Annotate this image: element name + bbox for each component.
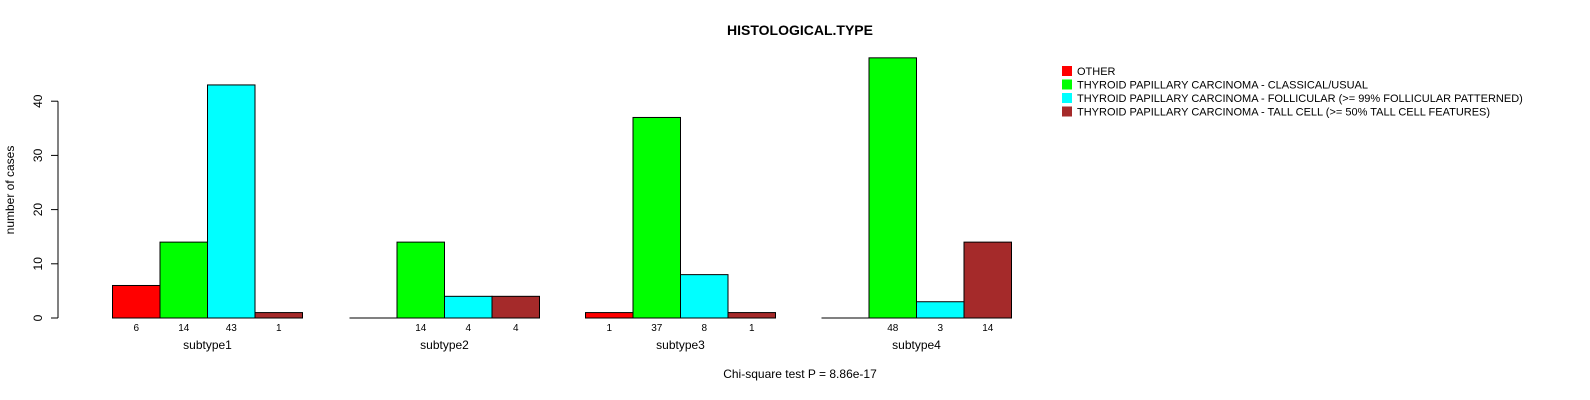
bar-count-label: 1 <box>606 323 612 334</box>
bar <box>254 312 303 319</box>
bar <box>632 116 681 319</box>
bar-count-label: 14 <box>415 323 427 334</box>
y-tick-label: 40 <box>31 94 45 108</box>
bar <box>207 84 256 319</box>
group-label: subtype3 <box>656 338 705 352</box>
bar <box>680 274 729 319</box>
bar <box>916 301 965 319</box>
legend-entry: THYROID PAPILLARY CARCINOMA - TALL CELL … <box>1077 107 1490 119</box>
bar <box>868 57 917 319</box>
bar-count-label: 4 <box>513 323 519 334</box>
bar <box>159 241 208 319</box>
chi-square-footer: Chi-square test P = 8.86e-17 <box>723 367 877 381</box>
bar-count-label: 14 <box>982 323 994 334</box>
bar <box>112 284 161 319</box>
bar <box>444 295 493 319</box>
y-tick-label: 0 <box>31 314 45 321</box>
bar-count-label: 3 <box>937 323 943 334</box>
bar-count-label: 14 <box>178 323 190 334</box>
legend: OTHER THYROID PAPILLARY CARCINOMA - CLASS… <box>1062 66 1523 119</box>
legend-swatch <box>1062 79 1072 90</box>
bar-count-label: 37 <box>651 323 663 334</box>
bar-count-label: 8 <box>701 323 707 334</box>
y-tick-label: 30 <box>31 148 45 162</box>
bar-count-label: 1 <box>276 323 282 334</box>
group-labels: subtype1 subtype2 subtype3 subtype4 <box>183 338 941 352</box>
legend-entry: THYROID PAPILLARY CARCINOMA - FOLLICULAR… <box>1077 93 1523 105</box>
bar-count-label: 1 <box>749 323 755 334</box>
bar-count-label: 48 <box>887 323 899 334</box>
bar-count-label: 4 <box>465 323 471 334</box>
bar <box>585 312 634 319</box>
bar-count-label: 43 <box>226 323 238 334</box>
bar-count-label: 6 <box>133 323 139 334</box>
group-label: subtype1 <box>183 338 232 352</box>
bars <box>112 57 1012 319</box>
group-label: subtype2 <box>420 338 469 352</box>
bar <box>491 295 540 319</box>
bar <box>396 241 445 319</box>
y-axis: 0 10 20 30 40 <box>31 94 59 321</box>
y-tick-label: 20 <box>31 203 45 217</box>
count-labels: 6 14 43 1 14 4 4 1 37 8 1 48 3 14 <box>133 323 993 334</box>
legend-swatch <box>1062 106 1072 117</box>
chart-title: HISTOLOGICAL.TYPE <box>727 22 873 38</box>
legend-entry: OTHER <box>1077 66 1116 78</box>
y-axis-label: number of cases <box>3 146 17 235</box>
y-tick-label: 10 <box>31 257 45 271</box>
bar <box>727 312 776 319</box>
legend-swatch <box>1062 66 1072 76</box>
legend-swatch <box>1062 93 1072 103</box>
bar <box>963 241 1012 319</box>
legend-entry: THYROID PAPILLARY CARCINOMA - CLASSICAL/… <box>1077 80 1368 92</box>
group-label: subtype4 <box>892 338 941 352</box>
